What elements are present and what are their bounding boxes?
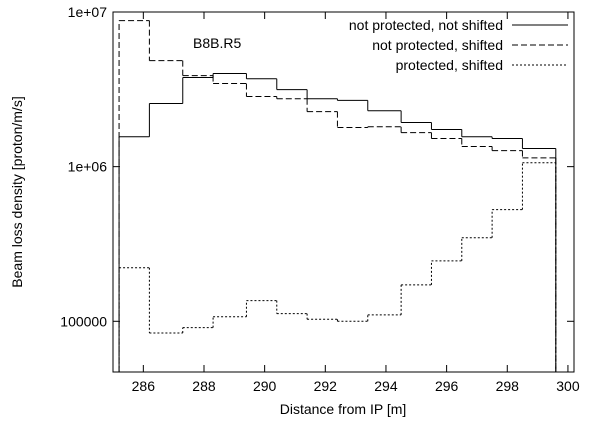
legend-label: not protected, not shifted <box>349 17 503 33</box>
x-tick-label: 288 <box>192 378 216 394</box>
plot-frame <box>112 11 575 373</box>
legend-label: protected, shifted <box>396 57 503 73</box>
x-axis-label: Distance from IP [m] <box>280 401 407 417</box>
x-tick-label: 294 <box>374 378 398 394</box>
annotation: B8B.R5 <box>193 35 241 51</box>
x-tick-label: 300 <box>556 378 580 394</box>
legend-label: not protected, shifted <box>372 37 503 53</box>
y-tick-label: 1e+06 <box>68 159 108 175</box>
y-axis-label: Beam loss density [proton/m/s] <box>9 96 25 287</box>
x-tick-label: 292 <box>314 378 338 394</box>
y-tick-label: 100000 <box>60 313 107 329</box>
y-tick-label: 1e+07 <box>68 4 108 20</box>
x-tick-label: 298 <box>496 378 520 394</box>
x-tick-label: 290 <box>253 378 277 394</box>
x-tick-label: 286 <box>132 378 156 394</box>
x-tick-label: 296 <box>435 378 459 394</box>
